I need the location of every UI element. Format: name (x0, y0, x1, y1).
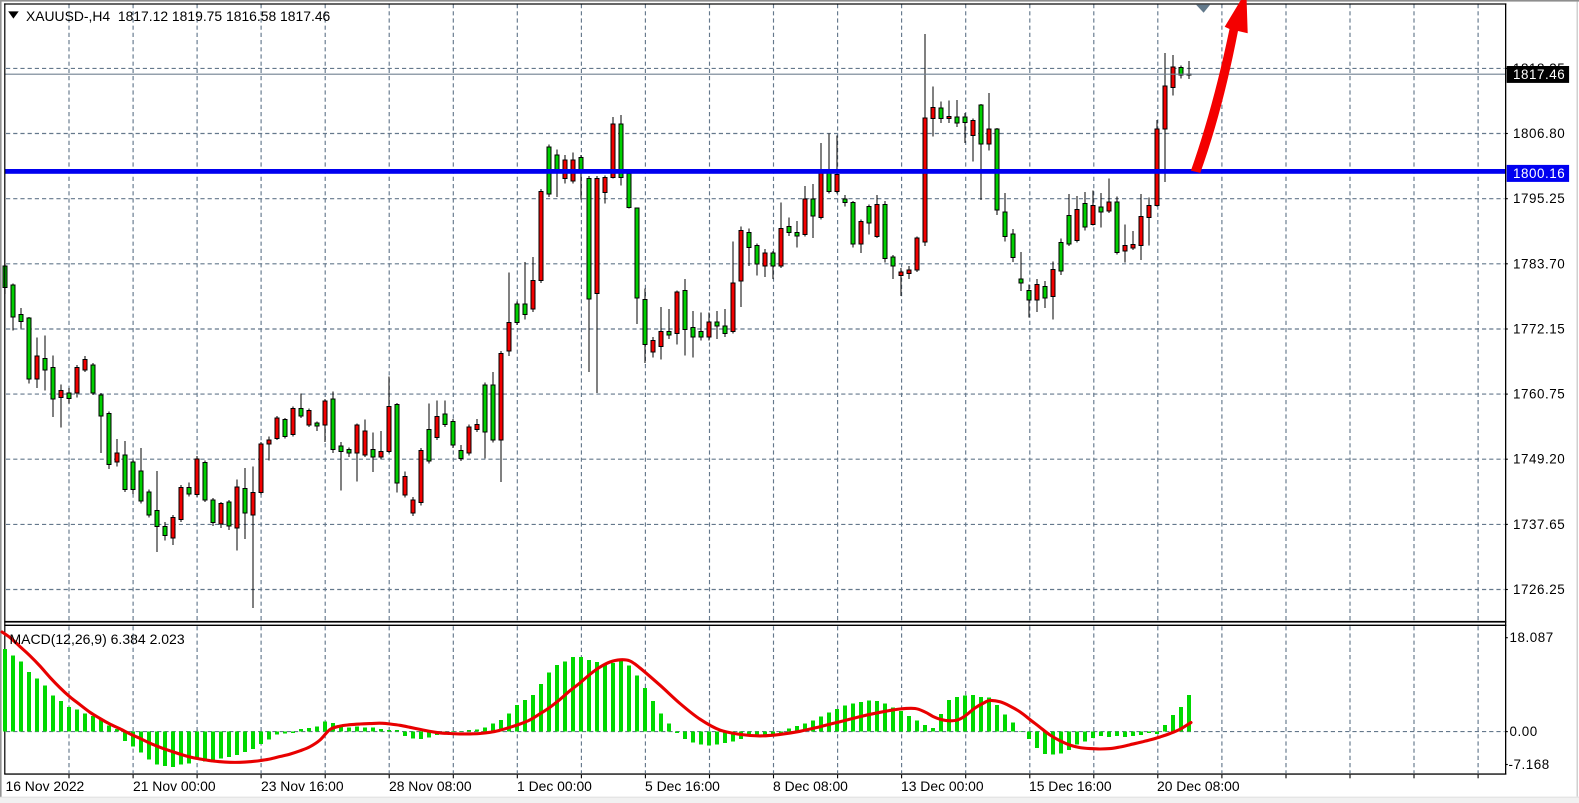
svg-text:1726.25: 1726.25 (1513, 582, 1565, 597)
svg-text:21 Nov 00:00: 21 Nov 00:00 (133, 778, 216, 794)
svg-text:1760.75: 1760.75 (1513, 387, 1565, 402)
svg-text:18.087: 18.087 (1510, 630, 1554, 645)
svg-text:1817.46: 1817.46 (1513, 67, 1565, 82)
svg-text:XAUUSD-,H4 1817.12 1819.75 18: XAUUSD-,H4 1817.12 1819.75 1816.58 1817.… (26, 8, 331, 24)
svg-text:23 Nov 16:00: 23 Nov 16:00 (261, 778, 344, 794)
svg-text:5 Dec 16:00: 5 Dec 16:00 (645, 778, 720, 794)
svg-text:15 Dec 16:00: 15 Dec 16:00 (1029, 778, 1112, 794)
svg-text:1737.65: 1737.65 (1513, 517, 1565, 532)
svg-text:20 Dec 08:00: 20 Dec 08:00 (1157, 778, 1240, 794)
svg-text:MACD(12,26,9) 6.384 2.023: MACD(12,26,9) 6.384 2.023 (10, 631, 185, 647)
svg-text:13 Dec 00:00: 13 Dec 00:00 (901, 778, 984, 794)
svg-text:8 Dec 08:00: 8 Dec 08:00 (773, 778, 848, 794)
svg-text:1 Dec 00:00: 1 Dec 00:00 (517, 778, 592, 794)
svg-text:1795.25: 1795.25 (1513, 191, 1565, 206)
svg-text:1783.70: 1783.70 (1513, 256, 1565, 271)
svg-text:1806.80: 1806.80 (1513, 126, 1565, 141)
svg-text:-7.168: -7.168 (1509, 757, 1550, 772)
svg-text:16 Nov 2022: 16 Nov 2022 (6, 778, 85, 794)
svg-text:0.00: 0.00 (1510, 724, 1538, 739)
svg-text:1749.20: 1749.20 (1513, 452, 1565, 467)
svg-text:1772.15: 1772.15 (1513, 321, 1565, 336)
svg-text:28 Nov 08:00: 28 Nov 08:00 (389, 778, 472, 794)
svg-text:1800.16: 1800.16 (1513, 166, 1565, 181)
